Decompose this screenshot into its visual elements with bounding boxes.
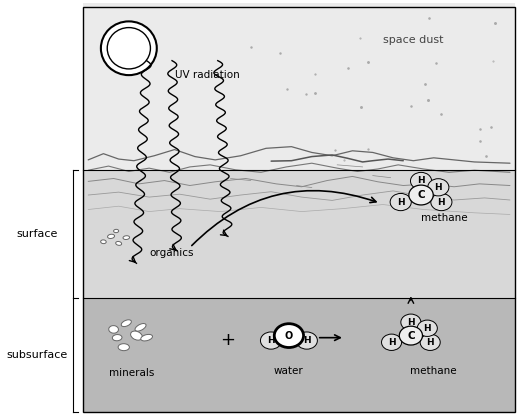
Text: minerals: minerals <box>109 368 154 378</box>
Text: H: H <box>267 336 275 345</box>
Ellipse shape <box>101 21 157 75</box>
Text: H: H <box>427 338 434 347</box>
Text: H: H <box>423 324 431 333</box>
Text: surface: surface <box>17 229 58 239</box>
Text: water: water <box>274 366 304 376</box>
Bar <box>83 298 515 412</box>
Ellipse shape <box>101 240 106 243</box>
Circle shape <box>428 178 449 196</box>
Circle shape <box>382 334 402 350</box>
Text: UV radiation: UV radiation <box>175 70 240 80</box>
Bar <box>83 170 515 298</box>
Ellipse shape <box>118 344 129 351</box>
Ellipse shape <box>114 229 119 233</box>
Text: C: C <box>407 331 414 341</box>
Ellipse shape <box>141 334 153 341</box>
Text: methane: methane <box>410 366 457 376</box>
Circle shape <box>296 332 317 349</box>
Ellipse shape <box>109 326 118 333</box>
Bar <box>83 3 515 170</box>
Ellipse shape <box>123 236 129 240</box>
Circle shape <box>417 320 437 336</box>
Circle shape <box>260 332 281 349</box>
Text: C: C <box>417 190 425 200</box>
Text: subsurface: subsurface <box>7 350 68 360</box>
Text: H: H <box>388 338 395 347</box>
Text: methane: methane <box>421 213 467 223</box>
Bar <box>83 7 515 412</box>
Text: H: H <box>438 197 445 207</box>
Ellipse shape <box>108 234 115 238</box>
Text: organics: organics <box>150 248 194 258</box>
Text: H: H <box>303 336 310 345</box>
Circle shape <box>274 324 304 347</box>
Circle shape <box>409 185 433 205</box>
Text: H: H <box>435 183 442 192</box>
Ellipse shape <box>135 323 146 331</box>
Ellipse shape <box>130 331 143 340</box>
Circle shape <box>420 334 440 350</box>
Text: H: H <box>407 318 414 327</box>
Text: H: H <box>397 197 404 207</box>
Text: O: O <box>285 331 293 341</box>
Text: +: + <box>220 331 235 349</box>
Text: space dust: space dust <box>383 35 444 45</box>
Ellipse shape <box>107 28 150 69</box>
Circle shape <box>390 194 411 211</box>
Text: H: H <box>417 176 425 186</box>
Circle shape <box>410 172 431 189</box>
Circle shape <box>431 194 452 211</box>
Circle shape <box>399 326 422 345</box>
Circle shape <box>401 314 421 331</box>
Ellipse shape <box>121 320 131 326</box>
Ellipse shape <box>112 334 122 341</box>
Ellipse shape <box>116 241 121 246</box>
